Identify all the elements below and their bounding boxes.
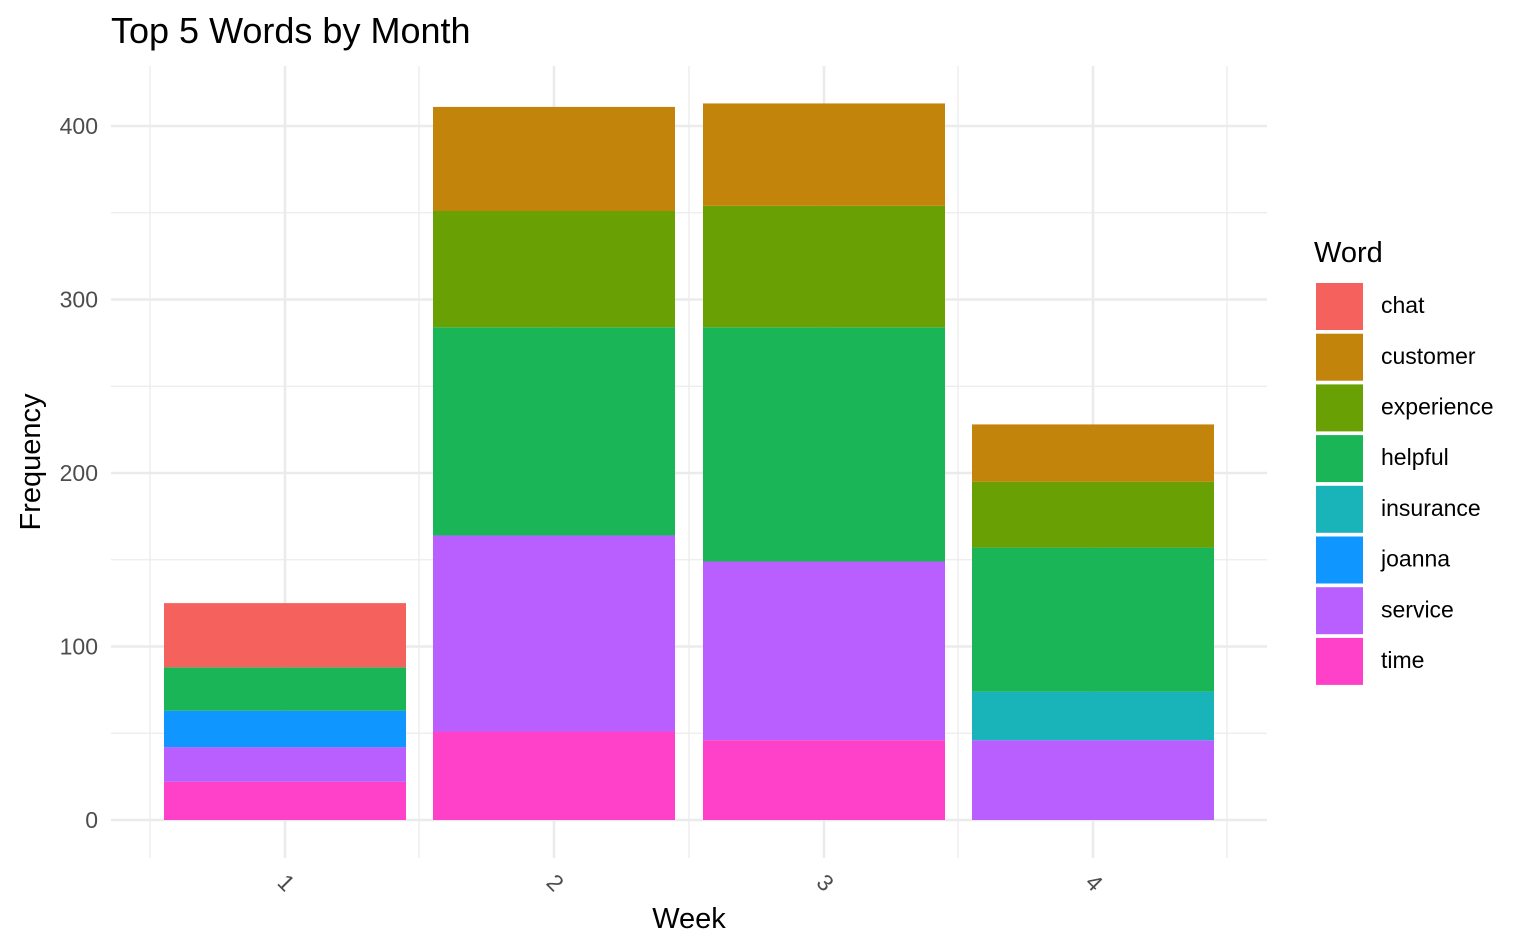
bar-week4-service (972, 740, 1214, 820)
legend-swatch-helpful (1316, 435, 1363, 483)
y-tick-label-100: 100 (60, 634, 98, 660)
bar-week1-service (164, 747, 406, 782)
bar-week4-insurance (972, 691, 1214, 741)
bar-week4-helpful (972, 547, 1214, 692)
bar-week2-experience (433, 211, 675, 328)
bar-week2-time (433, 731, 675, 820)
legend-label-chat: chat (1381, 292, 1425, 318)
bar-week2-helpful (433, 327, 675, 536)
legend-title: Word (1314, 237, 1383, 269)
bars (164, 103, 1214, 820)
bar-week3-customer (703, 103, 945, 206)
x-tick-label-4: 4 (1081, 869, 1109, 897)
bar-week2-service (433, 535, 675, 732)
bar-week4-customer (972, 424, 1214, 482)
legend-label-time: time (1381, 647, 1424, 673)
legend-label-helpful: helpful (1381, 444, 1449, 470)
legend-swatch-time (1316, 637, 1363, 685)
bar-week1-time (164, 781, 406, 820)
x-tick-label-1: 1 (273, 869, 300, 896)
y-tick-label-400: 400 (60, 113, 98, 139)
legend-swatch-joanna (1316, 536, 1363, 584)
x-tick-label-3: 3 (812, 869, 839, 896)
x-tick-label-2: 2 (542, 869, 569, 896)
bar-week3-helpful (703, 327, 945, 562)
x-axis-title: Week (652, 903, 726, 935)
y-tick-label-0: 0 (85, 807, 98, 833)
legend-label-service: service (1381, 596, 1454, 622)
legend: Word chat customer experience helpful insura… (1314, 237, 1494, 685)
legend-label-insurance: insurance (1381, 495, 1481, 521)
legend-swatch-insurance (1316, 485, 1363, 533)
legend-swatch-service (1316, 587, 1363, 635)
y-axis-title: Frequency (15, 393, 47, 531)
legend-swatch-experience (1316, 384, 1363, 432)
legend-swatch-chat (1316, 283, 1363, 330)
legend-label-joanna: joanna (1380, 546, 1450, 572)
bar-week1-chat (164, 603, 406, 668)
bar-week3-experience (703, 205, 945, 328)
legend-label-experience: experience (1381, 393, 1494, 419)
bar-week2-customer (433, 106, 675, 212)
bar-week4-experience (972, 481, 1214, 548)
chart-title: Top 5 Words by Month (111, 10, 471, 51)
bar-week3-service (703, 561, 945, 741)
bar-week1-joanna (164, 710, 406, 748)
y-tick-label-200: 200 (60, 460, 98, 486)
legend-label-customer: customer (1381, 343, 1476, 369)
bar-week3-time (703, 740, 945, 820)
y-tick-label-300: 300 (60, 287, 98, 313)
legend-swatch-customer (1316, 333, 1363, 381)
bar-week1-helpful (164, 667, 406, 711)
